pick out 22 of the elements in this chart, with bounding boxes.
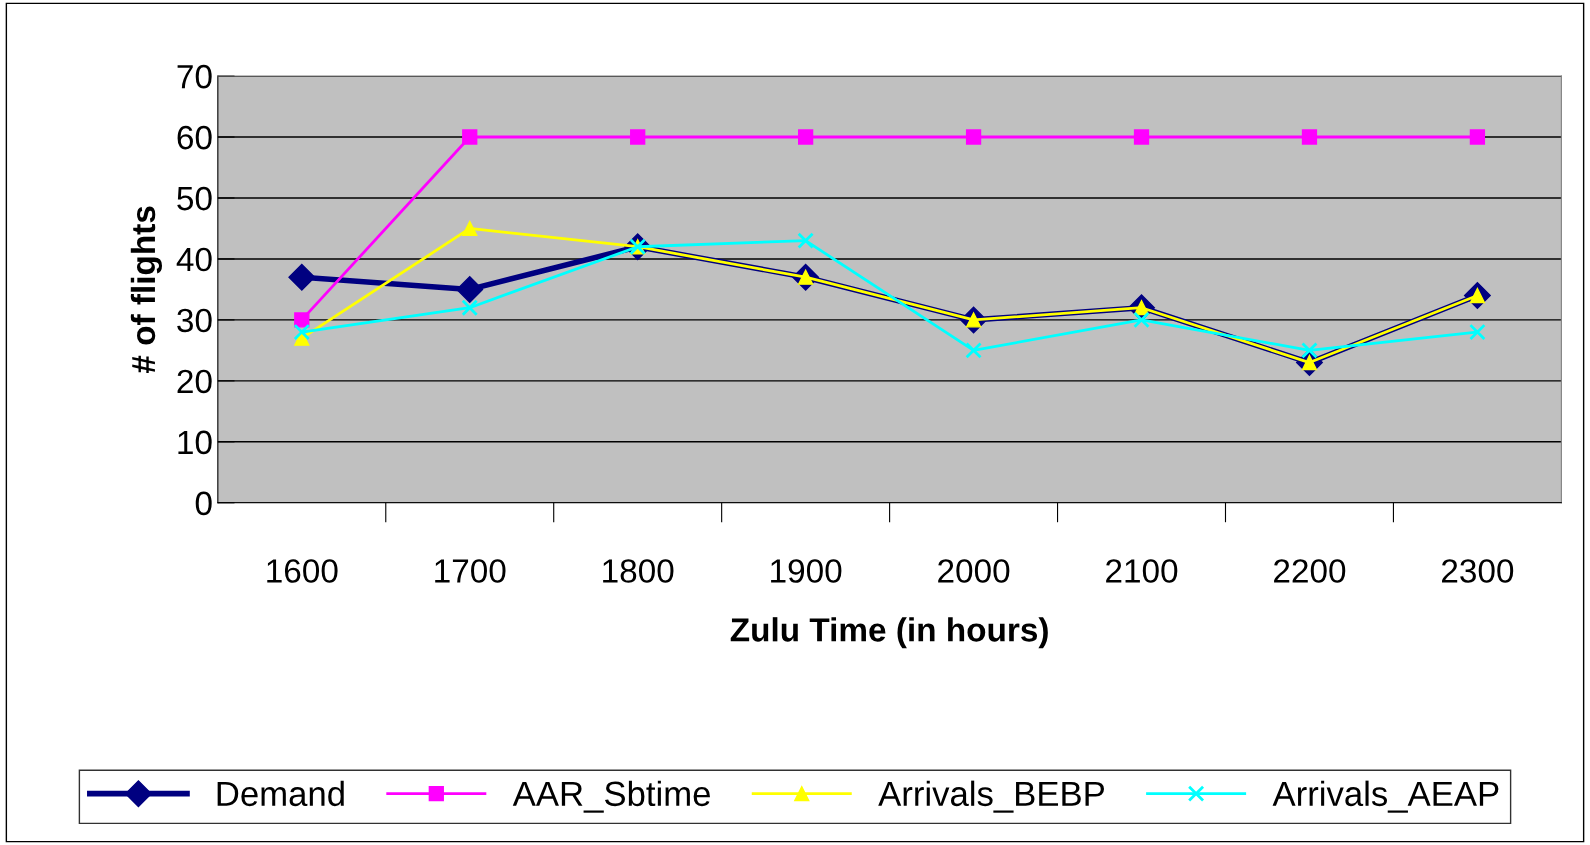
- y-axis-title: # of flights: [130, 206, 163, 374]
- y-tick-label: 50: [177, 186, 212, 211]
- x-tick-label: 2100: [1106, 559, 1178, 583]
- legend-label: AAR_Sbtime: [512, 780, 710, 813]
- x-tick-label: 2300: [1442, 559, 1514, 583]
- x-tick-label: 1700: [435, 559, 506, 583]
- x-tick-label: 1600: [267, 559, 338, 583]
- y-tick-label: 40: [176, 247, 212, 272]
- legend-label: Arrivals_AEAP: [1272, 780, 1499, 813]
- y-tick-label: 70: [177, 64, 212, 89]
- y-tick-label: 20: [177, 369, 212, 394]
- y-tick-label: 60: [177, 125, 212, 150]
- y-tick-label: 0: [195, 491, 212, 516]
- x-tick-label: 1800: [603, 559, 674, 583]
- y-tick-label: 10: [178, 430, 212, 455]
- legend-label: Arrivals_BEBP: [878, 780, 1104, 813]
- x-tick-label: 2200: [1274, 559, 1346, 583]
- y-tick-label: 30: [177, 308, 212, 333]
- legend-label: Demand: [217, 780, 344, 807]
- x-tick-label: 2000: [938, 559, 1010, 583]
- x-tick-label: 1900: [771, 559, 842, 583]
- x-axis-title: Zulu Time (in hours): [730, 617, 1048, 649]
